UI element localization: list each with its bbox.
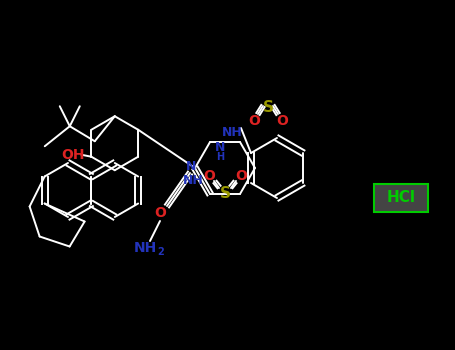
Text: O: O — [276, 114, 288, 128]
Text: 2: 2 — [157, 247, 164, 257]
Text: S: S — [219, 187, 231, 202]
Text: NH: NH — [222, 126, 243, 140]
Text: N: N — [186, 160, 196, 173]
Text: O: O — [154, 206, 166, 220]
Text: OH: OH — [61, 148, 85, 162]
Text: O: O — [203, 169, 215, 183]
Text: H: H — [216, 152, 224, 162]
Text: O: O — [235, 169, 247, 183]
Text: NH: NH — [133, 241, 157, 255]
Text: O: O — [248, 114, 260, 128]
FancyBboxPatch shape — [374, 184, 428, 212]
Text: NH: NH — [182, 174, 203, 187]
Text: S: S — [263, 100, 273, 116]
Text: N: N — [215, 140, 225, 154]
Text: HCl: HCl — [386, 190, 415, 205]
